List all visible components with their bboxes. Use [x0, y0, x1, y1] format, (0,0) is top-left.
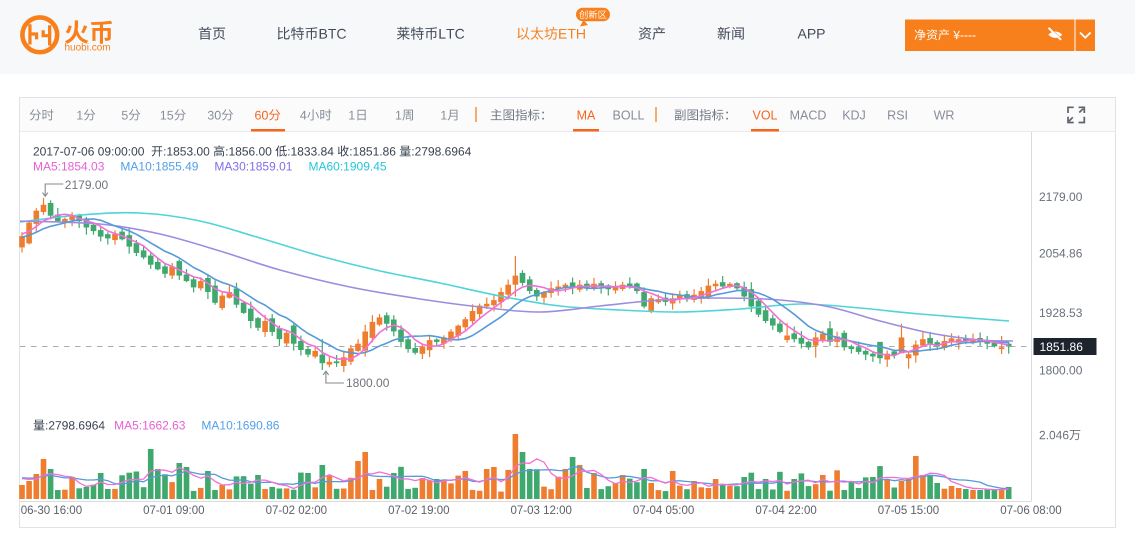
svg-text:VOL: VOL [752, 109, 777, 123]
svg-text:1851.86: 1851.86 [1040, 340, 1084, 354]
svg-text:KDJ: KDJ [842, 109, 866, 123]
svg-text:07-01 09:00: 07-01 09:00 [143, 505, 204, 517]
svg-text:BOLL: BOLL [613, 109, 645, 123]
svg-text:07-04 22:00: 07-04 22:00 [755, 505, 816, 517]
svg-text:2179.00: 2179.00 [1039, 190, 1083, 204]
svg-text:1800.00: 1800.00 [1039, 364, 1083, 378]
svg-text:2054.86: 2054.86 [1039, 247, 1083, 261]
svg-text:07-06 08:00: 07-06 08:00 [1000, 505, 1061, 517]
svg-text:1928.53: 1928.53 [1039, 306, 1083, 320]
svg-text:MA60:1909.45: MA60:1909.45 [309, 160, 387, 174]
svg-text:07-04 05:00: 07-04 05:00 [633, 505, 694, 517]
svg-text:07-02 19:00: 07-02 19:00 [388, 505, 449, 517]
svg-text:2179.00: 2179.00 [65, 178, 109, 192]
svg-text:MA: MA [577, 109, 596, 123]
svg-text:MA10:1855.49: MA10:1855.49 [120, 160, 198, 174]
svg-text:MA5:1854.03: MA5:1854.03 [33, 160, 105, 174]
svg-text:07-03 12:00: 07-03 12:00 [511, 505, 572, 517]
svg-text:MA10:1690.86: MA10:1690.86 [201, 419, 279, 433]
svg-text:MACD: MACD [790, 109, 827, 123]
svg-text:MA5:1662.63: MA5:1662.63 [114, 419, 186, 433]
svg-text:APP: APP [797, 26, 825, 42]
svg-text:07-05 15:00: 07-05 15:00 [878, 505, 939, 517]
svg-text:huobi.com: huobi.com [65, 43, 111, 54]
svg-text:WR: WR [934, 109, 955, 123]
svg-text:MA30:1859.01: MA30:1859.01 [214, 160, 292, 174]
svg-text:06-30 16:00: 06-30 16:00 [21, 505, 82, 517]
svg-text:RSI: RSI [887, 109, 908, 123]
svg-text:07-02 02:00: 07-02 02:00 [266, 505, 327, 517]
svg-text:1800.00: 1800.00 [346, 376, 390, 390]
